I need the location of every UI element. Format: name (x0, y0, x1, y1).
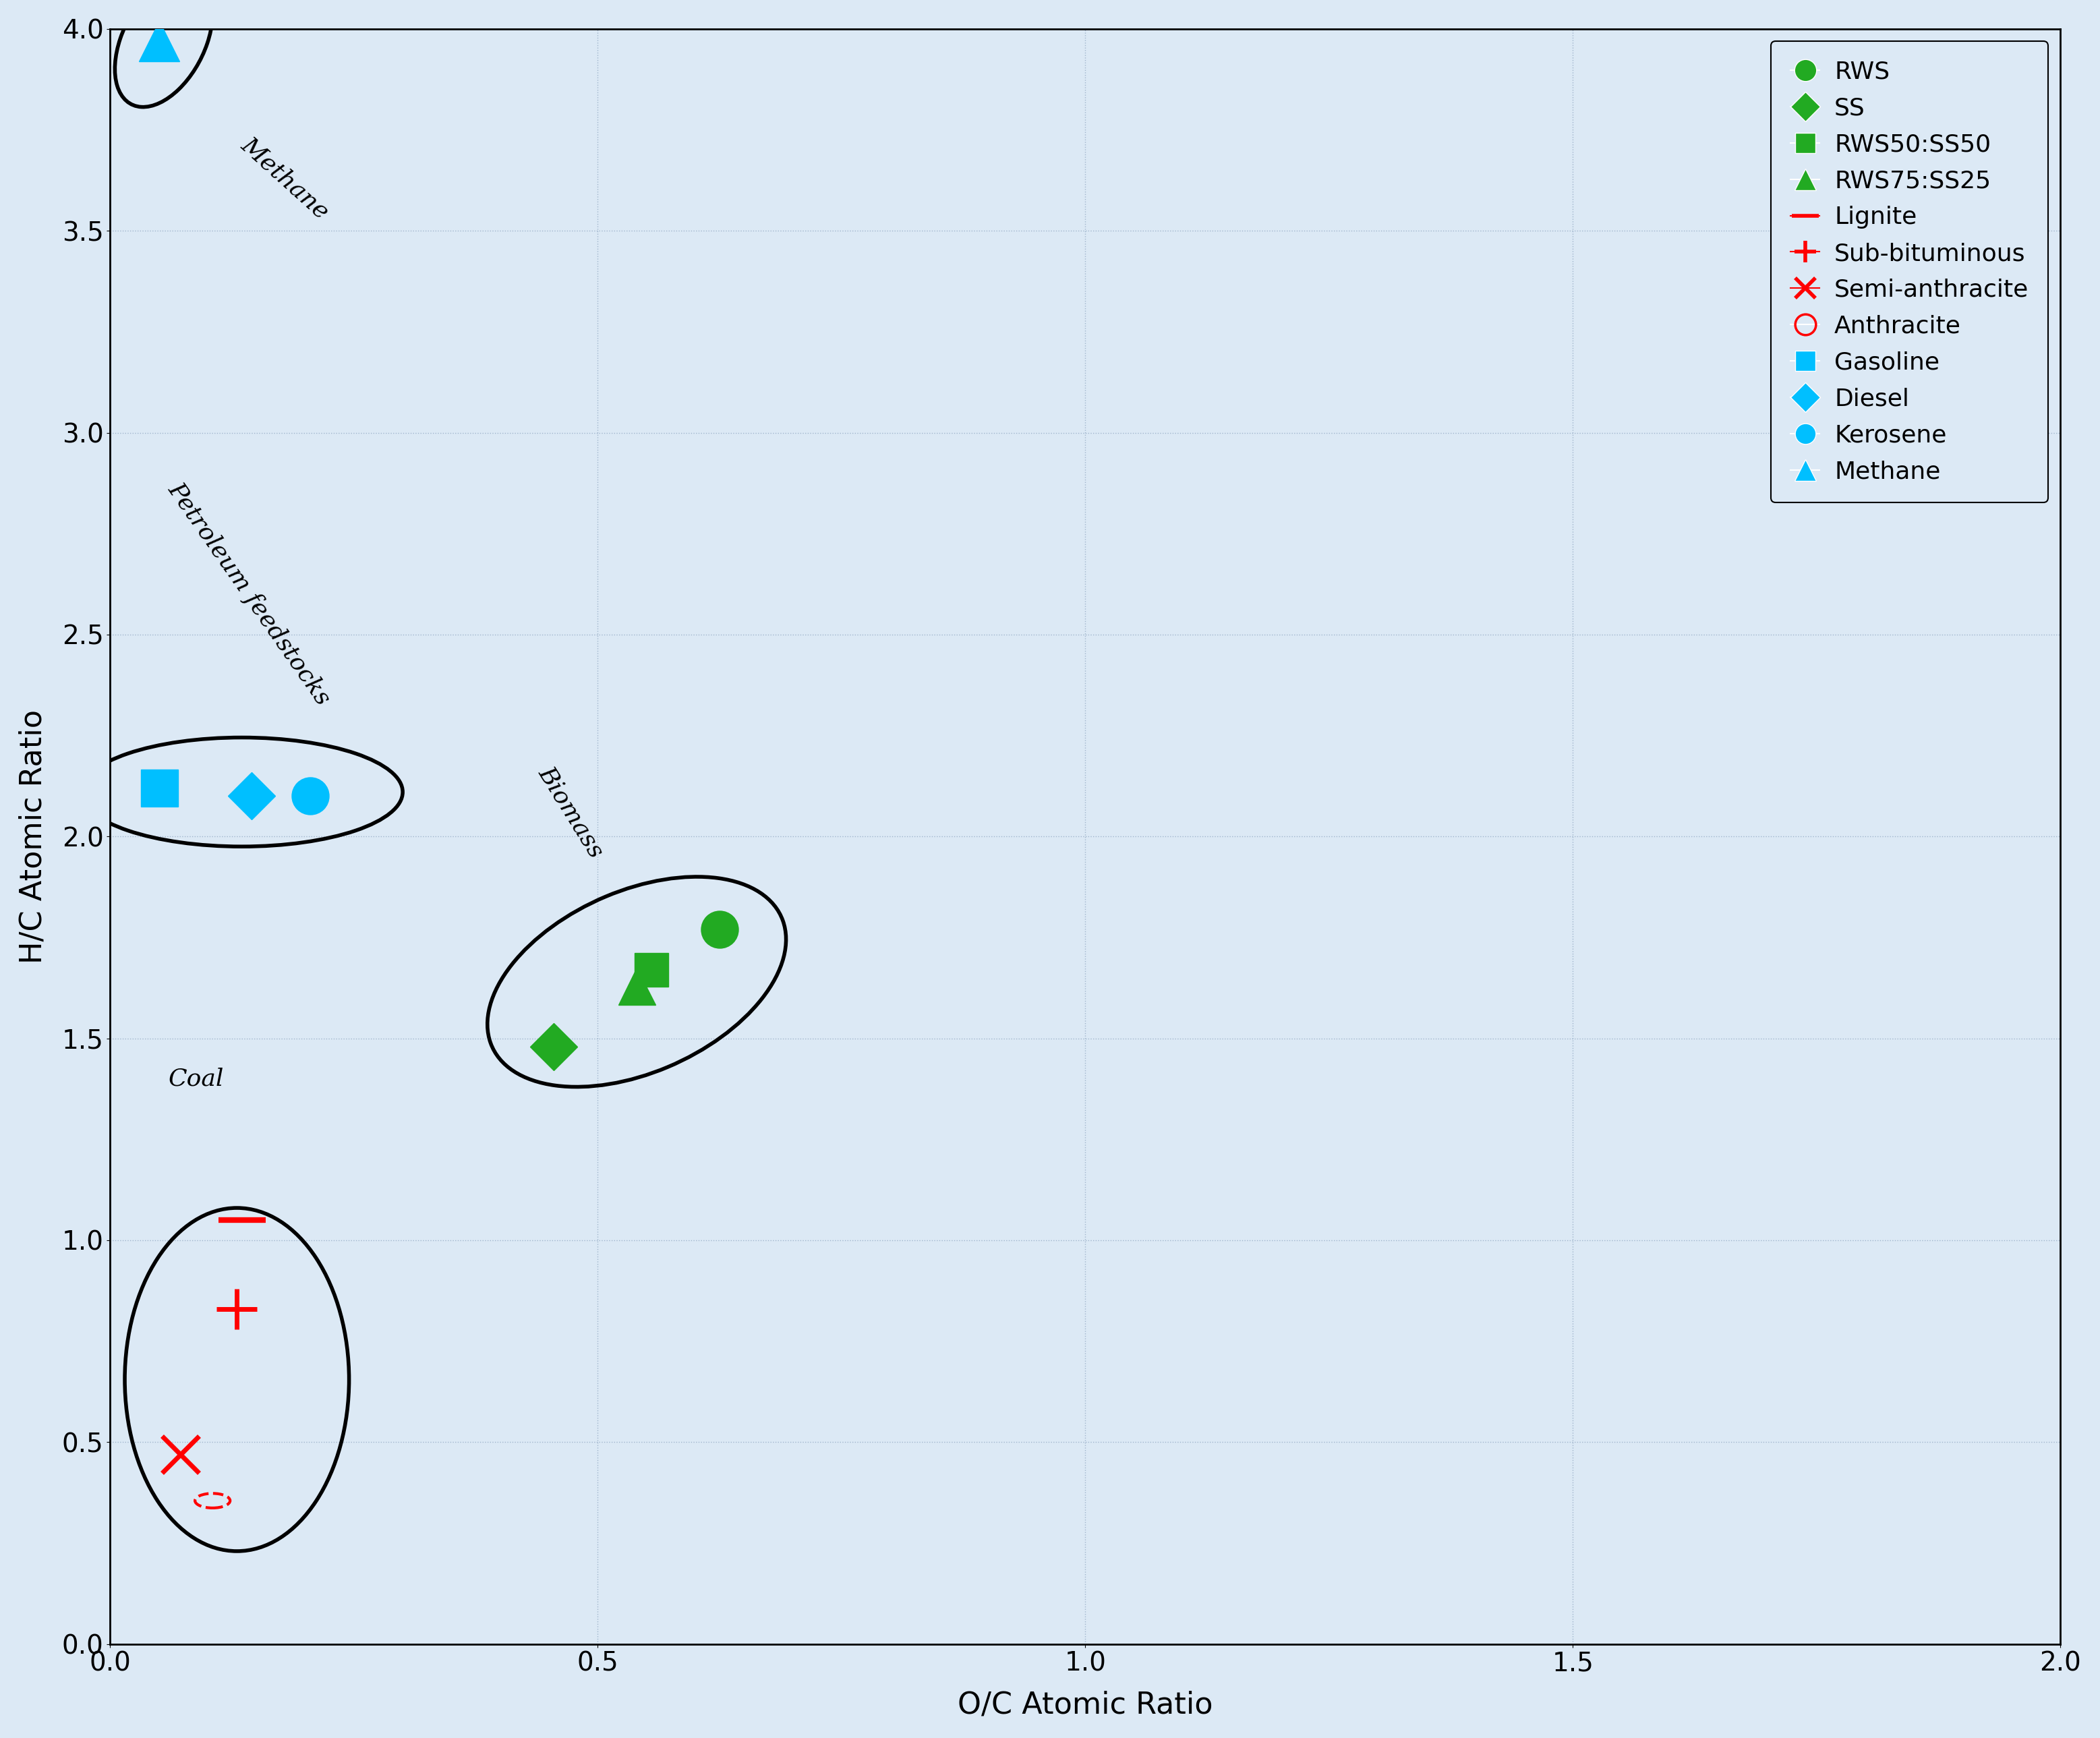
Legend: RWS, SS, RWS50:SS50, RWS75:SS25, Lignite, Sub-bituminous, Semi-anthracite, Anthr: RWS, SS, RWS50:SS50, RWS75:SS25, Lignite… (1770, 42, 2047, 502)
Text: Biomass: Biomass (533, 763, 609, 862)
Text: Petroleum feedstocks: Petroleum feedstocks (164, 478, 336, 709)
Text: Methane: Methane (237, 134, 334, 224)
Y-axis label: H/C Atomic Ratio: H/C Atomic Ratio (19, 709, 48, 963)
X-axis label: O/C Atomic Ratio: O/C Atomic Ratio (958, 1691, 1214, 1719)
Text: Coal: Coal (168, 1067, 225, 1090)
